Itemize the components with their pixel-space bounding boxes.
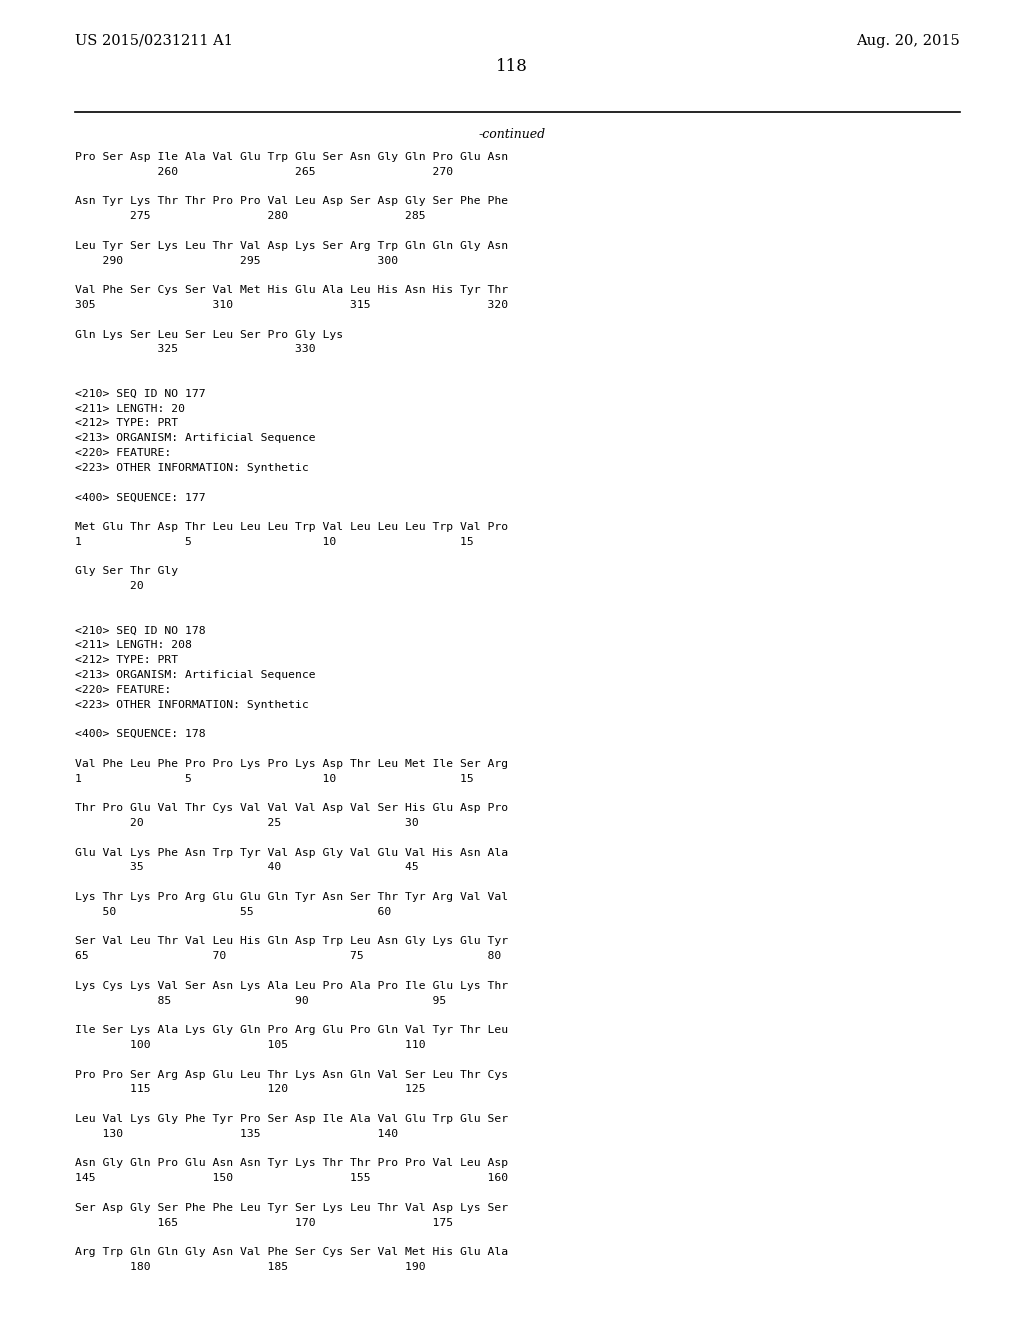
Text: 325                 330: 325 330 — [75, 345, 315, 354]
Text: 165                 170                 175: 165 170 175 — [75, 1217, 454, 1228]
Text: 290                 295                 300: 290 295 300 — [75, 256, 398, 265]
Text: <212> TYPE: PRT: <212> TYPE: PRT — [75, 655, 178, 665]
Text: Pro Ser Asp Ile Ala Val Glu Trp Glu Ser Asn Gly Gln Pro Glu Asn: Pro Ser Asp Ile Ala Val Glu Trp Glu Ser … — [75, 152, 508, 162]
Text: Pro Pro Ser Arg Asp Glu Leu Thr Lys Asn Gln Val Ser Leu Thr Cys: Pro Pro Ser Arg Asp Glu Leu Thr Lys Asn … — [75, 1069, 508, 1080]
Text: Thr Pro Glu Val Thr Cys Val Val Val Asp Val Ser His Glu Asp Pro: Thr Pro Glu Val Thr Cys Val Val Val Asp … — [75, 803, 508, 813]
Text: Aug. 20, 2015: Aug. 20, 2015 — [856, 34, 961, 48]
Text: 130                 135                 140: 130 135 140 — [75, 1129, 398, 1139]
Text: <212> TYPE: PRT: <212> TYPE: PRT — [75, 418, 178, 429]
Text: 145                 150                 155                 160: 145 150 155 160 — [75, 1173, 508, 1183]
Text: -continued: -continued — [478, 128, 546, 141]
Text: <211> LENGTH: 20: <211> LENGTH: 20 — [75, 404, 185, 413]
Text: Asn Tyr Lys Thr Thr Pro Pro Val Leu Asp Ser Asp Gly Ser Phe Phe: Asn Tyr Lys Thr Thr Pro Pro Val Leu Asp … — [75, 197, 508, 206]
Text: 50                  55                  60: 50 55 60 — [75, 907, 391, 917]
Text: 1               5                   10                  15: 1 5 10 15 — [75, 537, 474, 546]
Text: <211> LENGTH: 208: <211> LENGTH: 208 — [75, 640, 191, 651]
Text: Ile Ser Lys Ala Lys Gly Gln Pro Arg Glu Pro Gln Val Tyr Thr Leu: Ile Ser Lys Ala Lys Gly Gln Pro Arg Glu … — [75, 1026, 508, 1035]
Text: <223> OTHER INFORMATION: Synthetic: <223> OTHER INFORMATION: Synthetic — [75, 700, 309, 710]
Text: Gln Lys Ser Leu Ser Leu Ser Pro Gly Lys: Gln Lys Ser Leu Ser Leu Ser Pro Gly Lys — [75, 330, 343, 339]
Text: 100                 105                 110: 100 105 110 — [75, 1040, 426, 1049]
Text: Arg Trp Gln Gln Gly Asn Val Phe Ser Cys Ser Val Met His Glu Ala: Arg Trp Gln Gln Gly Asn Val Phe Ser Cys … — [75, 1247, 508, 1257]
Text: 35                  40                  45: 35 40 45 — [75, 862, 419, 873]
Text: 275                 280                 285: 275 280 285 — [75, 211, 426, 222]
Text: 180                 185                 190: 180 185 190 — [75, 1262, 426, 1272]
Text: Val Phe Ser Cys Ser Val Met His Glu Ala Leu His Asn His Tyr Thr: Val Phe Ser Cys Ser Val Met His Glu Ala … — [75, 285, 508, 296]
Text: <220> FEATURE:: <220> FEATURE: — [75, 685, 171, 694]
Text: Lys Thr Lys Pro Arg Glu Glu Gln Tyr Asn Ser Thr Tyr Arg Val Val: Lys Thr Lys Pro Arg Glu Glu Gln Tyr Asn … — [75, 892, 508, 902]
Text: Lys Cys Lys Val Ser Asn Lys Ala Leu Pro Ala Pro Ile Glu Lys Thr: Lys Cys Lys Val Ser Asn Lys Ala Leu Pro … — [75, 981, 508, 991]
Text: Glu Val Lys Phe Asn Trp Tyr Val Asp Gly Val Glu Val His Asn Ala: Glu Val Lys Phe Asn Trp Tyr Val Asp Gly … — [75, 847, 508, 858]
Text: Leu Val Lys Gly Phe Tyr Pro Ser Asp Ile Ala Val Glu Trp Glu Ser: Leu Val Lys Gly Phe Tyr Pro Ser Asp Ile … — [75, 1114, 508, 1125]
Text: 115                 120                 125: 115 120 125 — [75, 1085, 426, 1094]
Text: US 2015/0231211 A1: US 2015/0231211 A1 — [75, 34, 232, 48]
Text: 20: 20 — [75, 581, 143, 591]
Text: Val Phe Leu Phe Pro Pro Lys Pro Lys Asp Thr Leu Met Ile Ser Arg: Val Phe Leu Phe Pro Pro Lys Pro Lys Asp … — [75, 759, 508, 768]
Text: 65                  70                  75                  80: 65 70 75 80 — [75, 952, 502, 961]
Text: 305                 310                 315                 320: 305 310 315 320 — [75, 300, 508, 310]
Text: <213> ORGANISM: Artificial Sequence: <213> ORGANISM: Artificial Sequence — [75, 671, 315, 680]
Text: 20                  25                  30: 20 25 30 — [75, 818, 419, 828]
Text: Gly Ser Thr Gly: Gly Ser Thr Gly — [75, 566, 178, 577]
Text: <210> SEQ ID NO 177: <210> SEQ ID NO 177 — [75, 389, 206, 399]
Text: <210> SEQ ID NO 178: <210> SEQ ID NO 178 — [75, 626, 206, 636]
Text: 118: 118 — [496, 58, 528, 75]
Text: 260                 265                 270: 260 265 270 — [75, 166, 454, 177]
Text: 85                  90                  95: 85 90 95 — [75, 995, 446, 1006]
Text: Asn Gly Gln Pro Glu Asn Asn Tyr Lys Thr Thr Pro Pro Val Leu Asp: Asn Gly Gln Pro Glu Asn Asn Tyr Lys Thr … — [75, 1159, 508, 1168]
Text: Leu Tyr Ser Lys Leu Thr Val Asp Lys Ser Arg Trp Gln Gln Gly Asn: Leu Tyr Ser Lys Leu Thr Val Asp Lys Ser … — [75, 240, 508, 251]
Text: Met Glu Thr Asp Thr Leu Leu Leu Trp Val Leu Leu Leu Trp Val Pro: Met Glu Thr Asp Thr Leu Leu Leu Trp Val … — [75, 521, 508, 532]
Text: <223> OTHER INFORMATION: Synthetic: <223> OTHER INFORMATION: Synthetic — [75, 463, 309, 473]
Text: <220> FEATURE:: <220> FEATURE: — [75, 447, 171, 458]
Text: 1               5                   10                  15: 1 5 10 15 — [75, 774, 474, 784]
Text: <213> ORGANISM: Artificial Sequence: <213> ORGANISM: Artificial Sequence — [75, 433, 315, 444]
Text: Ser Val Leu Thr Val Leu His Gln Asp Trp Leu Asn Gly Lys Glu Tyr: Ser Val Leu Thr Val Leu His Gln Asp Trp … — [75, 936, 508, 946]
Text: <400> SEQUENCE: 177: <400> SEQUENCE: 177 — [75, 492, 206, 503]
Text: <400> SEQUENCE: 178: <400> SEQUENCE: 178 — [75, 729, 206, 739]
Text: Ser Asp Gly Ser Phe Phe Leu Tyr Ser Lys Leu Thr Val Asp Lys Ser: Ser Asp Gly Ser Phe Phe Leu Tyr Ser Lys … — [75, 1203, 508, 1213]
